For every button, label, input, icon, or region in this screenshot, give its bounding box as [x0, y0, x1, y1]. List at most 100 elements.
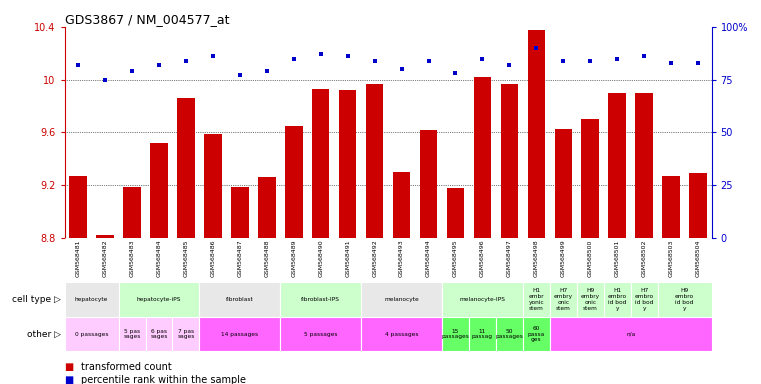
- Text: transformed count: transformed count: [81, 362, 172, 372]
- Text: 11
passag: 11 passag: [472, 329, 493, 339]
- Bar: [603, 282, 631, 317]
- Point: [72, 62, 84, 68]
- Point: [476, 55, 489, 61]
- Text: other ▷: other ▷: [27, 329, 61, 339]
- Point: [584, 58, 597, 64]
- Point: [207, 53, 219, 60]
- Text: GSM568492: GSM568492: [372, 239, 377, 277]
- Text: GSM568493: GSM568493: [399, 239, 404, 277]
- Bar: [231, 187, 249, 238]
- Text: GSM568487: GSM568487: [237, 239, 242, 277]
- Bar: [442, 282, 523, 317]
- Text: GSM568488: GSM568488: [264, 239, 269, 277]
- Point: [692, 60, 704, 66]
- Bar: [285, 126, 303, 238]
- Point: [665, 60, 677, 66]
- Bar: [366, 84, 384, 238]
- Text: ■: ■: [65, 362, 77, 372]
- Text: 4 passages: 4 passages: [385, 331, 419, 337]
- Bar: [145, 317, 173, 351]
- Text: H9
embry
onic
stem: H9 embry onic stem: [581, 288, 600, 311]
- Text: GSM568497: GSM568497: [507, 239, 512, 277]
- Bar: [204, 134, 221, 238]
- Text: 60
passa
ges: 60 passa ges: [527, 326, 545, 343]
- Text: GSM568496: GSM568496: [480, 239, 485, 277]
- Bar: [550, 317, 712, 351]
- Text: 14 passages: 14 passages: [221, 331, 259, 337]
- Point: [611, 55, 623, 61]
- Bar: [662, 176, 680, 238]
- Bar: [150, 143, 167, 238]
- Point: [99, 76, 111, 83]
- Text: 5 passages: 5 passages: [304, 331, 337, 337]
- Bar: [258, 177, 275, 238]
- Text: GSM568500: GSM568500: [587, 239, 593, 277]
- Text: 0 passages: 0 passages: [75, 331, 108, 337]
- Point: [450, 70, 462, 76]
- Point: [261, 68, 273, 74]
- Bar: [280, 282, 361, 317]
- Text: GSM568498: GSM568498: [534, 239, 539, 277]
- Point: [422, 58, 435, 64]
- Text: fibroblast: fibroblast: [226, 297, 253, 302]
- Text: 50
passages: 50 passages: [495, 329, 524, 339]
- Text: 15
passages: 15 passages: [441, 329, 470, 339]
- Bar: [555, 129, 572, 238]
- Bar: [361, 282, 442, 317]
- Point: [126, 68, 139, 74]
- Bar: [177, 98, 195, 238]
- Bar: [280, 317, 361, 351]
- Point: [153, 62, 165, 68]
- Text: GSM568499: GSM568499: [561, 239, 565, 277]
- Text: GSM568501: GSM568501: [615, 239, 619, 277]
- Bar: [496, 317, 523, 351]
- Point: [368, 58, 380, 64]
- Text: H7
embry
onic
stem: H7 embry onic stem: [554, 288, 573, 311]
- Bar: [658, 282, 712, 317]
- Bar: [527, 30, 545, 238]
- Bar: [523, 317, 550, 351]
- Text: n/a: n/a: [626, 331, 635, 337]
- Text: hepatocyte: hepatocyte: [75, 297, 108, 302]
- Bar: [442, 317, 469, 351]
- Text: H1
embro
id bod
y: H1 embro id bod y: [607, 288, 627, 311]
- Bar: [65, 282, 119, 317]
- Bar: [119, 317, 145, 351]
- Text: GSM568483: GSM568483: [129, 239, 135, 277]
- Bar: [69, 176, 87, 238]
- Bar: [469, 317, 496, 351]
- Point: [396, 66, 408, 72]
- Text: GSM568484: GSM568484: [157, 239, 161, 277]
- Bar: [609, 93, 626, 238]
- Text: H7
embro
id bod
y: H7 embro id bod y: [635, 288, 654, 311]
- Text: H1
embr
yonic
stem: H1 embr yonic stem: [529, 288, 544, 311]
- Bar: [523, 282, 550, 317]
- Text: melanocyte: melanocyte: [384, 297, 419, 302]
- Text: GSM568491: GSM568491: [345, 239, 350, 277]
- Bar: [689, 174, 707, 238]
- Bar: [550, 282, 577, 317]
- Text: percentile rank within the sample: percentile rank within the sample: [81, 375, 247, 384]
- Text: GSM568502: GSM568502: [642, 239, 647, 277]
- Bar: [447, 188, 464, 238]
- Bar: [361, 317, 442, 351]
- Bar: [97, 235, 114, 238]
- Text: GSM568485: GSM568485: [183, 239, 189, 277]
- Bar: [123, 187, 141, 238]
- Text: GSM568486: GSM568486: [211, 239, 215, 277]
- Bar: [577, 282, 603, 317]
- Text: GSM568504: GSM568504: [696, 239, 701, 277]
- Point: [557, 58, 569, 64]
- Text: GSM568494: GSM568494: [426, 239, 431, 277]
- Text: GSM568481: GSM568481: [75, 239, 81, 277]
- Point: [342, 53, 354, 60]
- Point: [503, 62, 515, 68]
- Text: melanocyte-IPS: melanocyte-IPS: [460, 297, 505, 302]
- Bar: [312, 89, 330, 238]
- Bar: [339, 90, 356, 238]
- Bar: [65, 317, 119, 351]
- Bar: [420, 130, 438, 238]
- Point: [234, 73, 246, 79]
- Bar: [199, 282, 280, 317]
- Text: fibroblast-IPS: fibroblast-IPS: [301, 297, 340, 302]
